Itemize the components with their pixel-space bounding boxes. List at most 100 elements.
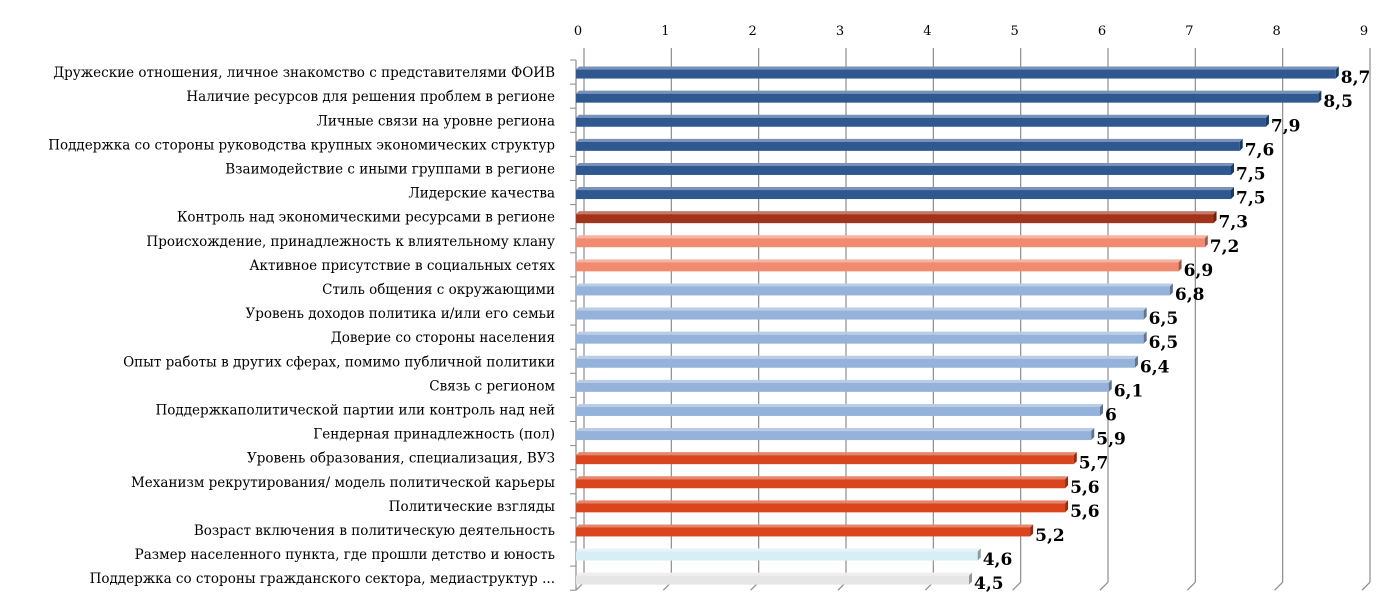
bar-front: [576, 141, 1240, 151]
bar-side: [1318, 90, 1322, 103]
bar: [576, 500, 1069, 513]
gridline-floor: [1099, 581, 1109, 591]
value-label: 5,2: [1035, 526, 1065, 546]
bar-side: [1169, 283, 1173, 296]
bar-top: [576, 235, 1208, 239]
x-axis-ticks: 0 1 2 3 4 5 6 7 8 9: [574, 24, 1368, 39]
bar-side: [1178, 259, 1182, 272]
category-label: Доверие со стороны населения: [331, 330, 555, 346]
value-label: 6,9: [1184, 261, 1214, 281]
category-label: Личные связи на уровне региона: [317, 113, 555, 129]
bar-side: [1108, 379, 1112, 392]
bar-side: [1265, 114, 1269, 127]
category-label: Поддержка со стороны руководства крупных…: [48, 137, 555, 153]
bar-top: [576, 524, 1034, 528]
bar-front: [576, 214, 1214, 224]
category-label: Лидерские качества: [408, 186, 555, 202]
gridline-floor: [1012, 581, 1022, 591]
bar-front: [576, 238, 1205, 248]
bar-front: [576, 358, 1135, 368]
bar-front: [576, 503, 1066, 513]
bar-top: [576, 452, 1077, 456]
category-label: Механизм рекрутирования/ модель политиче…: [131, 475, 555, 491]
gridline-floor: [1186, 581, 1196, 591]
bar-front: [576, 575, 969, 585]
bar: [576, 283, 1173, 296]
bar-top: [576, 138, 1243, 142]
x-tick-label: 6: [1098, 24, 1106, 39]
bar-side: [1091, 428, 1095, 441]
bar-top: [576, 548, 981, 552]
category-label: Размер населенного пункта, где прошли де…: [135, 547, 555, 563]
bar-front: [576, 286, 1170, 296]
bar: [576, 66, 1339, 79]
bar-side: [977, 548, 981, 561]
bar-front: [576, 406, 1100, 416]
bar-side: [1335, 66, 1339, 79]
bar-top: [576, 355, 1138, 359]
bar-side: [1100, 403, 1103, 416]
bar-side: [1134, 355, 1138, 368]
bar-top: [576, 500, 1069, 504]
bar: [576, 90, 1322, 103]
value-label: 6,1: [1114, 381, 1144, 401]
bar-front: [576, 382, 1109, 392]
bar-side: [1065, 476, 1069, 489]
category-label: Возраст включения в политическую деятель…: [194, 523, 555, 539]
category-label: Уровень образования, специализация, ВУЗ: [247, 451, 555, 467]
x-tick-label: 8: [1273, 24, 1281, 39]
bar-top: [576, 162, 1234, 166]
category-label: Гендерная принадлежность (пол): [313, 427, 555, 443]
bar: [576, 379, 1112, 392]
x-tick-label: 3: [836, 24, 844, 39]
bar: [576, 307, 1147, 320]
x-tick-label: 0: [574, 24, 582, 39]
value-label: 8,5: [1323, 92, 1353, 112]
bar-front: [576, 310, 1144, 320]
bar-top: [576, 379, 1112, 383]
category-label: Стиль общения с окружающими: [322, 282, 555, 298]
bar-side: [1239, 138, 1243, 151]
gridline-floor: [1361, 581, 1371, 591]
bar-front: [576, 190, 1231, 200]
x-tick-label: 9: [1360, 24, 1368, 39]
value-label: 8,7: [1341, 68, 1371, 88]
bar-top: [576, 331, 1147, 335]
bar: [576, 476, 1069, 489]
value-label: 5,7: [1079, 454, 1109, 474]
bar: [576, 138, 1243, 151]
bar-side: [969, 572, 972, 585]
category-label: Поддержкаполитической партии или контрол…: [155, 402, 555, 418]
value-label: 6,8: [1175, 285, 1205, 305]
bar-top: [576, 90, 1322, 94]
bar-side: [1204, 235, 1208, 248]
category-label: Опыт работы в других сферах, помимо публ…: [123, 354, 555, 370]
bar: [576, 162, 1234, 175]
x-tick-label: 1: [661, 24, 669, 39]
x-tick-label: 2: [749, 24, 757, 39]
bar-front: [576, 455, 1074, 465]
category-label: Политические взгляды: [389, 499, 556, 515]
bar-side: [1143, 331, 1147, 344]
bar-top: [576, 259, 1182, 263]
category-label: Взаимодействие с иными группами в регион…: [225, 161, 555, 177]
value-label: 6,5: [1149, 333, 1179, 353]
category-label: Активное присутствие в социальных сетях: [249, 258, 555, 274]
bar-top: [576, 476, 1069, 480]
bar-front: [576, 334, 1144, 344]
category-label: Дружеские отношения, личное знакомство с…: [53, 65, 555, 81]
bar: [576, 211, 1217, 224]
value-label: 4,5: [974, 574, 1004, 594]
bar-top: [576, 572, 972, 576]
category-label: Контроль над экономическими ресурсами в …: [177, 210, 555, 226]
bar-front: [576, 165, 1231, 175]
bar-side: [1030, 524, 1034, 537]
bar-front: [576, 551, 978, 561]
bar-front: [576, 117, 1266, 127]
bar: [576, 187, 1234, 200]
bar: [576, 114, 1269, 127]
bar-top: [576, 307, 1147, 311]
bar-top: [576, 283, 1173, 287]
x-tick-label: 5: [1011, 24, 1019, 39]
bar-top: [576, 187, 1234, 191]
